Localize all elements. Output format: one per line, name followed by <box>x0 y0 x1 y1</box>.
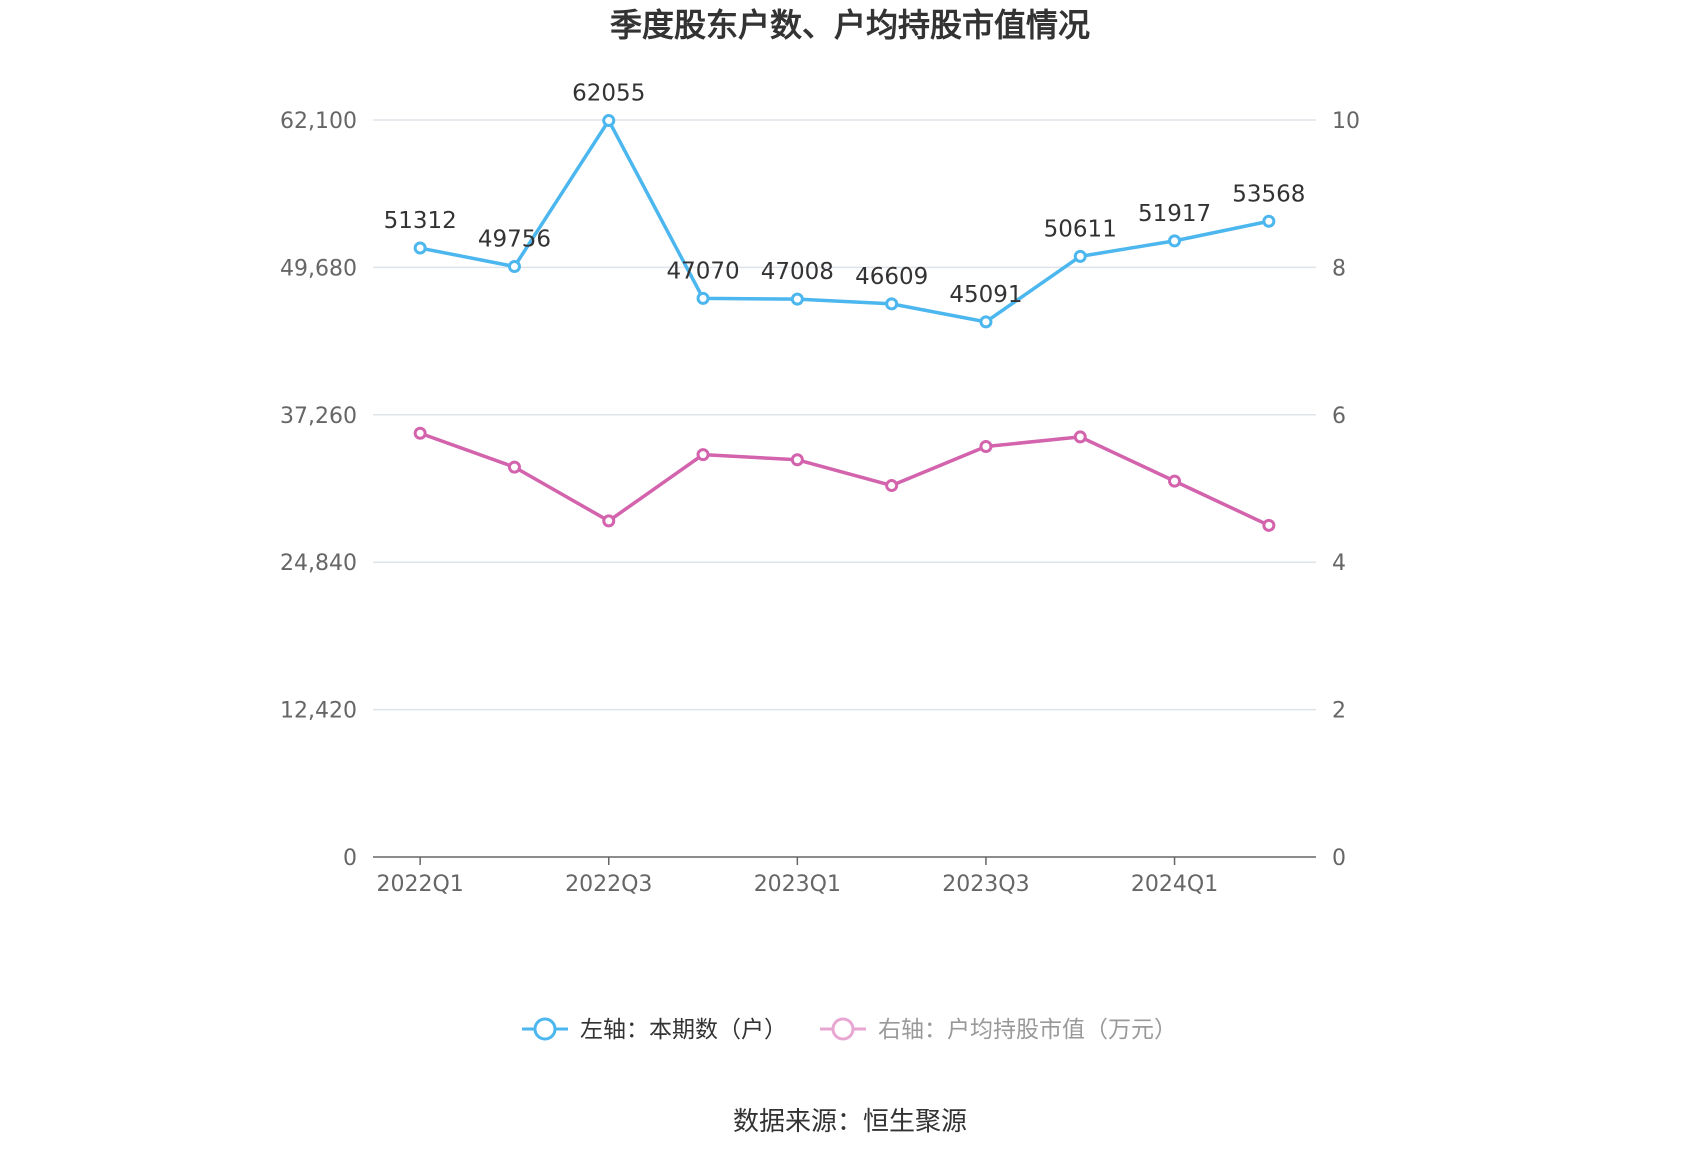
right-series-line <box>419 431 1270 527</box>
right-series-point <box>1073 430 1087 444</box>
x-axis: 2022Q1 2022Q3 2023Q1 2023Q3 2024Q1 <box>373 856 1316 897</box>
right-tick-label: 8 <box>1332 256 1346 281</box>
data-label: 47070 <box>666 258 739 284</box>
series-left-shareholder-count <box>413 114 1276 329</box>
series-right-avg-market-value <box>413 426 1276 532</box>
x-tick-label: 2023Q1 <box>754 872 841 897</box>
right-series-point <box>696 448 710 462</box>
x-tick-label: 2022Q3 <box>565 872 652 897</box>
chart-title: 季度股东户数、户均持股市值情况 <box>610 6 1090 44</box>
data-label: 45091 <box>949 282 1022 308</box>
left-tick-label: 0 <box>343 846 357 871</box>
right-series-point <box>602 514 616 528</box>
legend-right-label: 右轴：户均持股市值（万元） <box>878 1017 1177 1043</box>
data-label: 46609 <box>855 264 928 290</box>
left-tick-label: 24,840 <box>280 551 357 576</box>
right-series-point <box>790 453 804 467</box>
left-series-point <box>1262 214 1276 228</box>
x-tick-label: 2024Q1 <box>1131 872 1218 897</box>
left-series-point <box>979 315 993 329</box>
right-series-point <box>885 479 899 493</box>
data-label: 47008 <box>761 259 834 285</box>
data-label: 51312 <box>384 208 457 234</box>
left-series-point <box>696 291 710 305</box>
right-tick-label: 10 <box>1332 109 1360 134</box>
data-label: 62055 <box>572 81 645 107</box>
legend-left-label: 左轴：本期数（户） <box>580 1017 787 1043</box>
left-series-point <box>413 241 427 255</box>
right-tick-label: 4 <box>1332 551 1346 576</box>
left-series-point <box>790 292 804 306</box>
right-axis-ticks: 0 2 4 6 8 10 <box>1332 109 1360 871</box>
legend-right-marker <box>831 1017 855 1041</box>
left-series-point <box>1168 234 1182 248</box>
data-label: 50611 <box>1044 216 1117 242</box>
left-series-point <box>1073 249 1087 263</box>
legend-item-right[interactable]: 右轴：户均持股市值（万元） <box>820 1017 1177 1043</box>
left-series-point <box>507 259 521 273</box>
x-tick-label: 2023Q3 <box>942 872 1029 897</box>
right-series-point <box>979 439 993 453</box>
right-series-point <box>1262 518 1276 532</box>
right-series-point <box>507 460 521 474</box>
right-tick-label: 2 <box>1332 699 1346 724</box>
left-series-point <box>602 114 616 128</box>
right-series-point <box>413 426 427 440</box>
left-axis-ticks: 0 12,420 24,840 37,260 49,680 62,100 <box>280 109 357 871</box>
grid-lines <box>373 119 1316 711</box>
left-tick-label: 37,260 <box>280 404 357 429</box>
data-label: 49756 <box>478 226 551 252</box>
right-tick-label: 0 <box>1332 846 1346 871</box>
left-series-line <box>419 118 1270 324</box>
left-series-point <box>885 297 899 311</box>
data-label: 53568 <box>1232 181 1305 207</box>
data-label: 51917 <box>1138 201 1211 227</box>
left-tick-label: 49,680 <box>280 256 357 281</box>
data-labels: 51312 49756 62055 47070 47008 46609 45091 50611… <box>384 81 1306 308</box>
right-series-point <box>1168 474 1182 488</box>
legend-item-left[interactable]: 左轴：本期数（户） <box>522 1017 787 1043</box>
left-tick-label: 12,420 <box>280 699 357 724</box>
source-note: 数据来源：恒生聚源 <box>733 1107 967 1137</box>
right-tick-label: 6 <box>1332 404 1346 429</box>
legend: 左轴：本期数（户） 右轴：户均持股市值（万元） <box>522 1017 1177 1043</box>
legend-left-marker <box>533 1017 557 1041</box>
left-tick-label: 62,100 <box>280 109 357 134</box>
x-tick-label: 2022Q1 <box>376 872 463 897</box>
